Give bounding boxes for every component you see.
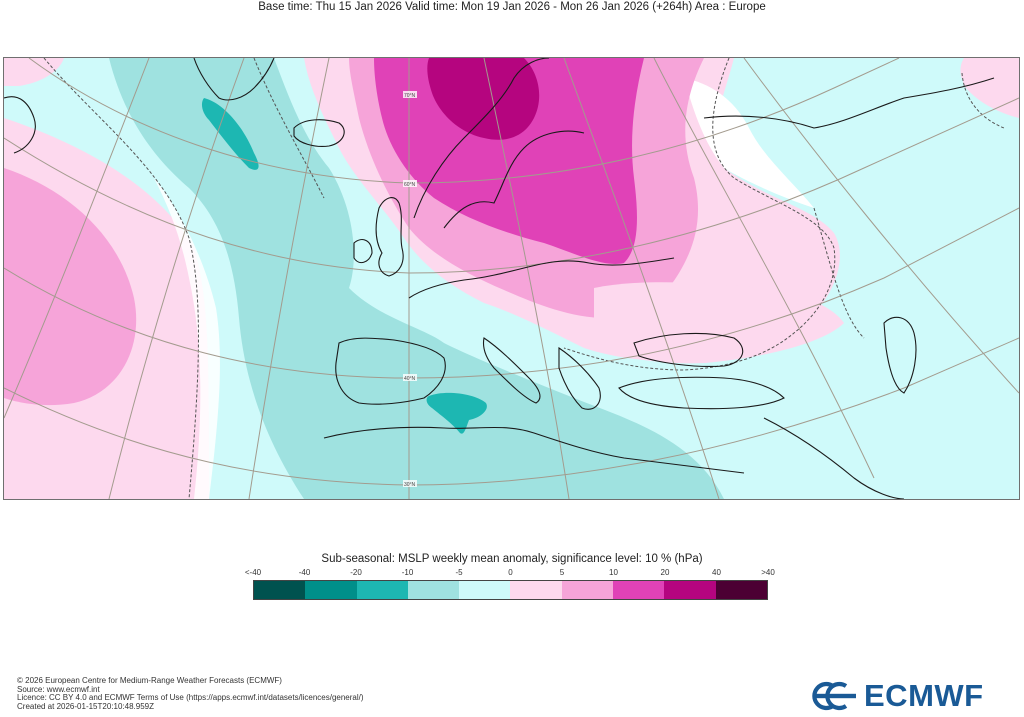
field-zero-band-west (154, 178, 220, 499)
legend-tick: -20 (350, 568, 362, 577)
field-neg5-greenland (109, 58, 724, 499)
lat-label-40: 40°N (404, 376, 416, 382)
legend-swatch-2 (356, 581, 408, 599)
legend-tick: -10 (401, 568, 414, 577)
ecmwf-logo: ECMWF (812, 678, 984, 714)
field-pos0-nw (4, 58, 64, 86)
legend-swatch-1 (305, 581, 357, 599)
lat-label-70: 70°N (404, 93, 416, 99)
field-zero-band-europe (684, 78, 814, 208)
source-text: Source: www.ecmwf.int (17, 684, 100, 694)
copyright-text: © 2026 European Centre for Medium-Range … (17, 676, 282, 685)
legend-colorbar (253, 580, 768, 600)
created-text: Created at 2026-01-15T20:10:48.959Z (17, 701, 154, 711)
legend-swatch-5 (510, 581, 562, 599)
legend-tick: -40 (298, 568, 311, 577)
legend-swatch-8 (664, 581, 716, 599)
lat-labels: 70°N 60°N 40°N 30°N (403, 91, 417, 488)
legend-tick: <-40 (244, 568, 262, 577)
field-pos0-turkey (594, 282, 844, 364)
anomaly-map: 70°N 60°N 40°N 30°N (3, 57, 1020, 500)
legend-swatch-6 (561, 581, 614, 599)
significance-contours (43, 58, 1005, 499)
legend-swatch-7 (613, 581, 665, 599)
legend-tick: -5 (455, 568, 463, 577)
legend-tick: 40 (712, 568, 721, 577)
legend-title: Sub-seasonal: MSLP weekly mean anomaly, … (321, 553, 703, 565)
ecmwf-logo-icon (812, 681, 856, 711)
legend-ticks: <-40 -40 -20 -10 -5 0 5 10 20 40 >40 (0, 568, 1024, 580)
map-svg: 70°N 60°N 40°N 30°N (4, 58, 1019, 499)
footer: © 2026 European Centre for Medium-Range … (17, 676, 364, 711)
field-neg10-greenland (201, 98, 259, 170)
field-pos20-scandinavia (427, 58, 540, 140)
legend-tick: >40 (761, 568, 775, 577)
legend-tick: 10 (609, 568, 618, 577)
field-neg10-algeria (426, 392, 487, 434)
legend-swatch-0 (254, 581, 306, 599)
legend-tick: 20 (660, 568, 670, 577)
lat-label-30: 30°N (404, 482, 416, 488)
legend-swatch-4 (459, 581, 511, 599)
lat-label-60: 60°N (404, 182, 416, 188)
ecmwf-logo-text: ECMWF (864, 678, 984, 713)
field-pos5-west (4, 168, 137, 406)
licence-text: Licence: CC BY 4.0 and ECMWF Terms of Us… (17, 693, 364, 703)
chart-title: Base time: Thu 15 Jan 2026 Valid time: M… (258, 1, 766, 13)
legend-tick: 0 (508, 568, 513, 577)
legend-tick: 5 (559, 568, 565, 577)
legend-swatch-3 (407, 581, 460, 599)
field-pos0-russia (960, 58, 1019, 118)
coastlines (4, 58, 995, 499)
legend-swatch-9 (715, 581, 767, 599)
